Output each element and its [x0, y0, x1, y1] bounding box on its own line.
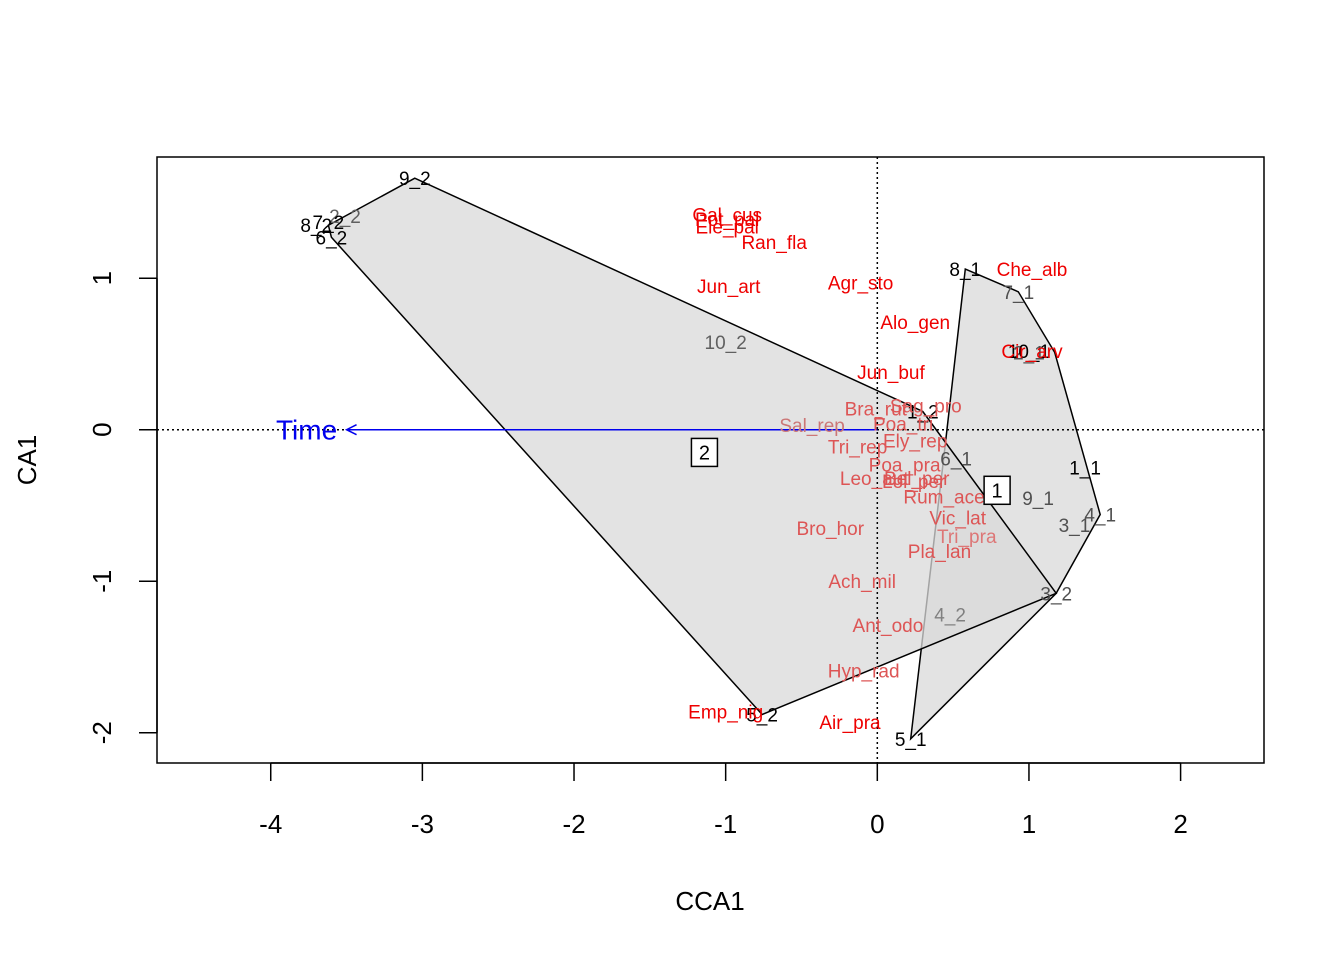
site-label-7_2: 7_2: [313, 213, 345, 234]
y-tick-label-0: -2: [87, 721, 117, 744]
x-tick-label-6: 2: [1173, 809, 1187, 839]
x-tick-label-5: 1: [1022, 809, 1036, 839]
site-label-3_1: 3_1: [1059, 516, 1091, 537]
species-label-che-alb: Che_alb: [997, 260, 1068, 281]
site-label-2_1: 2_1: [1013, 343, 1045, 364]
species-label-ant-odo: Ant_odo: [853, 616, 924, 637]
centroid-label-1: 1: [992, 480, 1003, 502]
species-label-bro-hor: Bro_hor: [796, 519, 864, 540]
species-label-emp-nig: Emp_nig: [688, 702, 763, 723]
x-tick-label-2: -2: [562, 809, 585, 839]
species-label-tri-pra: Tri_pra: [937, 527, 997, 548]
species-label-ele-pal: Ele_pal: [695, 218, 758, 239]
arrow-label-time: Time: [276, 415, 337, 446]
site-label-8_1: 8_1: [949, 260, 981, 281]
species-label-cir-arv: Cir_arv: [1001, 342, 1063, 363]
species-label-ran-fla: Ran_fla: [741, 233, 807, 254]
species-label-poa-tri: Poa_tri: [873, 415, 933, 436]
species-label-sal-rep: Sal_rep: [779, 416, 845, 437]
x-tick-label-1: -3: [411, 809, 434, 839]
site-label-7_1: 7_1: [1002, 283, 1034, 304]
y-axis: -2 -1 0 1: [87, 271, 158, 744]
centroid-label-2: 2: [699, 442, 710, 464]
site-label-5_2: 5_2: [746, 706, 778, 727]
species-label-jun-art: Jun_art: [697, 277, 761, 298]
species-label-air-pra: Air_pra: [819, 713, 881, 734]
site-label-10_2: 10_2: [705, 333, 747, 354]
species-label-jun-buf: Jun_buf: [857, 363, 925, 384]
species-label-pot-pal: Pot_pal: [695, 210, 759, 231]
species-label-vic-lat: Vic_lat: [929, 509, 986, 530]
species-label-bra-rut: Bra_rut: [845, 399, 908, 420]
site-label-1_1: 1_1: [1069, 459, 1101, 480]
species-label-tri-rep: Tri_rep: [828, 437, 887, 458]
species-label-pla-lan: Pla_lan: [908, 542, 971, 563]
x-axis: -4 -3 -2 -1 0 1 2: [259, 762, 1188, 839]
x-tick-label-3: -1: [714, 809, 737, 839]
site-label-9_2: 9_2: [399, 169, 431, 190]
site-label-5_1: 5_1: [895, 730, 927, 751]
species-label-rum-ace: Rum_ace: [903, 487, 984, 508]
species-label-sag-pro: Sag_pro: [890, 396, 962, 417]
y-tick-label-1: -1: [87, 570, 117, 593]
centroid-box-1: [983, 475, 1011, 506]
centroid-labels: 12: [690, 437, 1011, 506]
site-label-4_2: 4_2: [934, 606, 966, 627]
species-label-agr-sto: Agr_sto: [828, 274, 893, 295]
species-label-poa-pra: Poa_pra: [869, 456, 941, 477]
species-label-alo-gen: Alo_gen: [880, 313, 950, 334]
species-label-lol-per: Lol_per: [882, 472, 946, 493]
site-labels: 1_1 2_1 3_14_1 5_1 6_1 7_1 8_1 9_1 10_1 1_2 2_2 3_2…: [300, 169, 1116, 751]
site-label-10_1: 10_1: [1008, 342, 1050, 363]
site-label-1_2: 1_2: [907, 403, 939, 424]
x-tick-label-4: 0: [870, 809, 884, 839]
x-tick-label-0: -4: [259, 809, 282, 839]
centroid-box-2: [690, 437, 719, 468]
species-label-leo-aut: Leo_aut: [840, 469, 909, 490]
arrow-head-time: [344, 424, 357, 436]
site-label-4_1: 4_1: [1084, 506, 1116, 527]
species-label-gal-cus: Gal_cus: [692, 206, 762, 227]
y-tick-label-3: 1: [87, 271, 117, 285]
species-label-ach-mil: Ach_mil: [828, 572, 896, 593]
site-label-8_2: 8_2: [300, 216, 332, 237]
site-label-3_2: 3_2: [1040, 584, 1072, 605]
site-label-2_2: 2_2: [329, 207, 361, 228]
species-label-hyp-rad: Hyp_rad: [828, 662, 900, 683]
species-label-ely-rep: Ely_rep: [883, 431, 947, 452]
x-axis-title: CCA1: [675, 886, 744, 916]
site-label-9_1: 9_1: [1022, 489, 1054, 510]
y-axis-title: CA1: [12, 435, 42, 486]
site-label-6_2: 6_2: [316, 228, 348, 249]
site-label-6_1: 6_1: [940, 449, 972, 470]
biplot-arrows: Time: [276, 415, 878, 446]
reference-lines: [157, 157, 1264, 763]
y-tick-label-2: 0: [87, 422, 117, 436]
species-label-bel-per: Bel_per: [884, 469, 950, 490]
